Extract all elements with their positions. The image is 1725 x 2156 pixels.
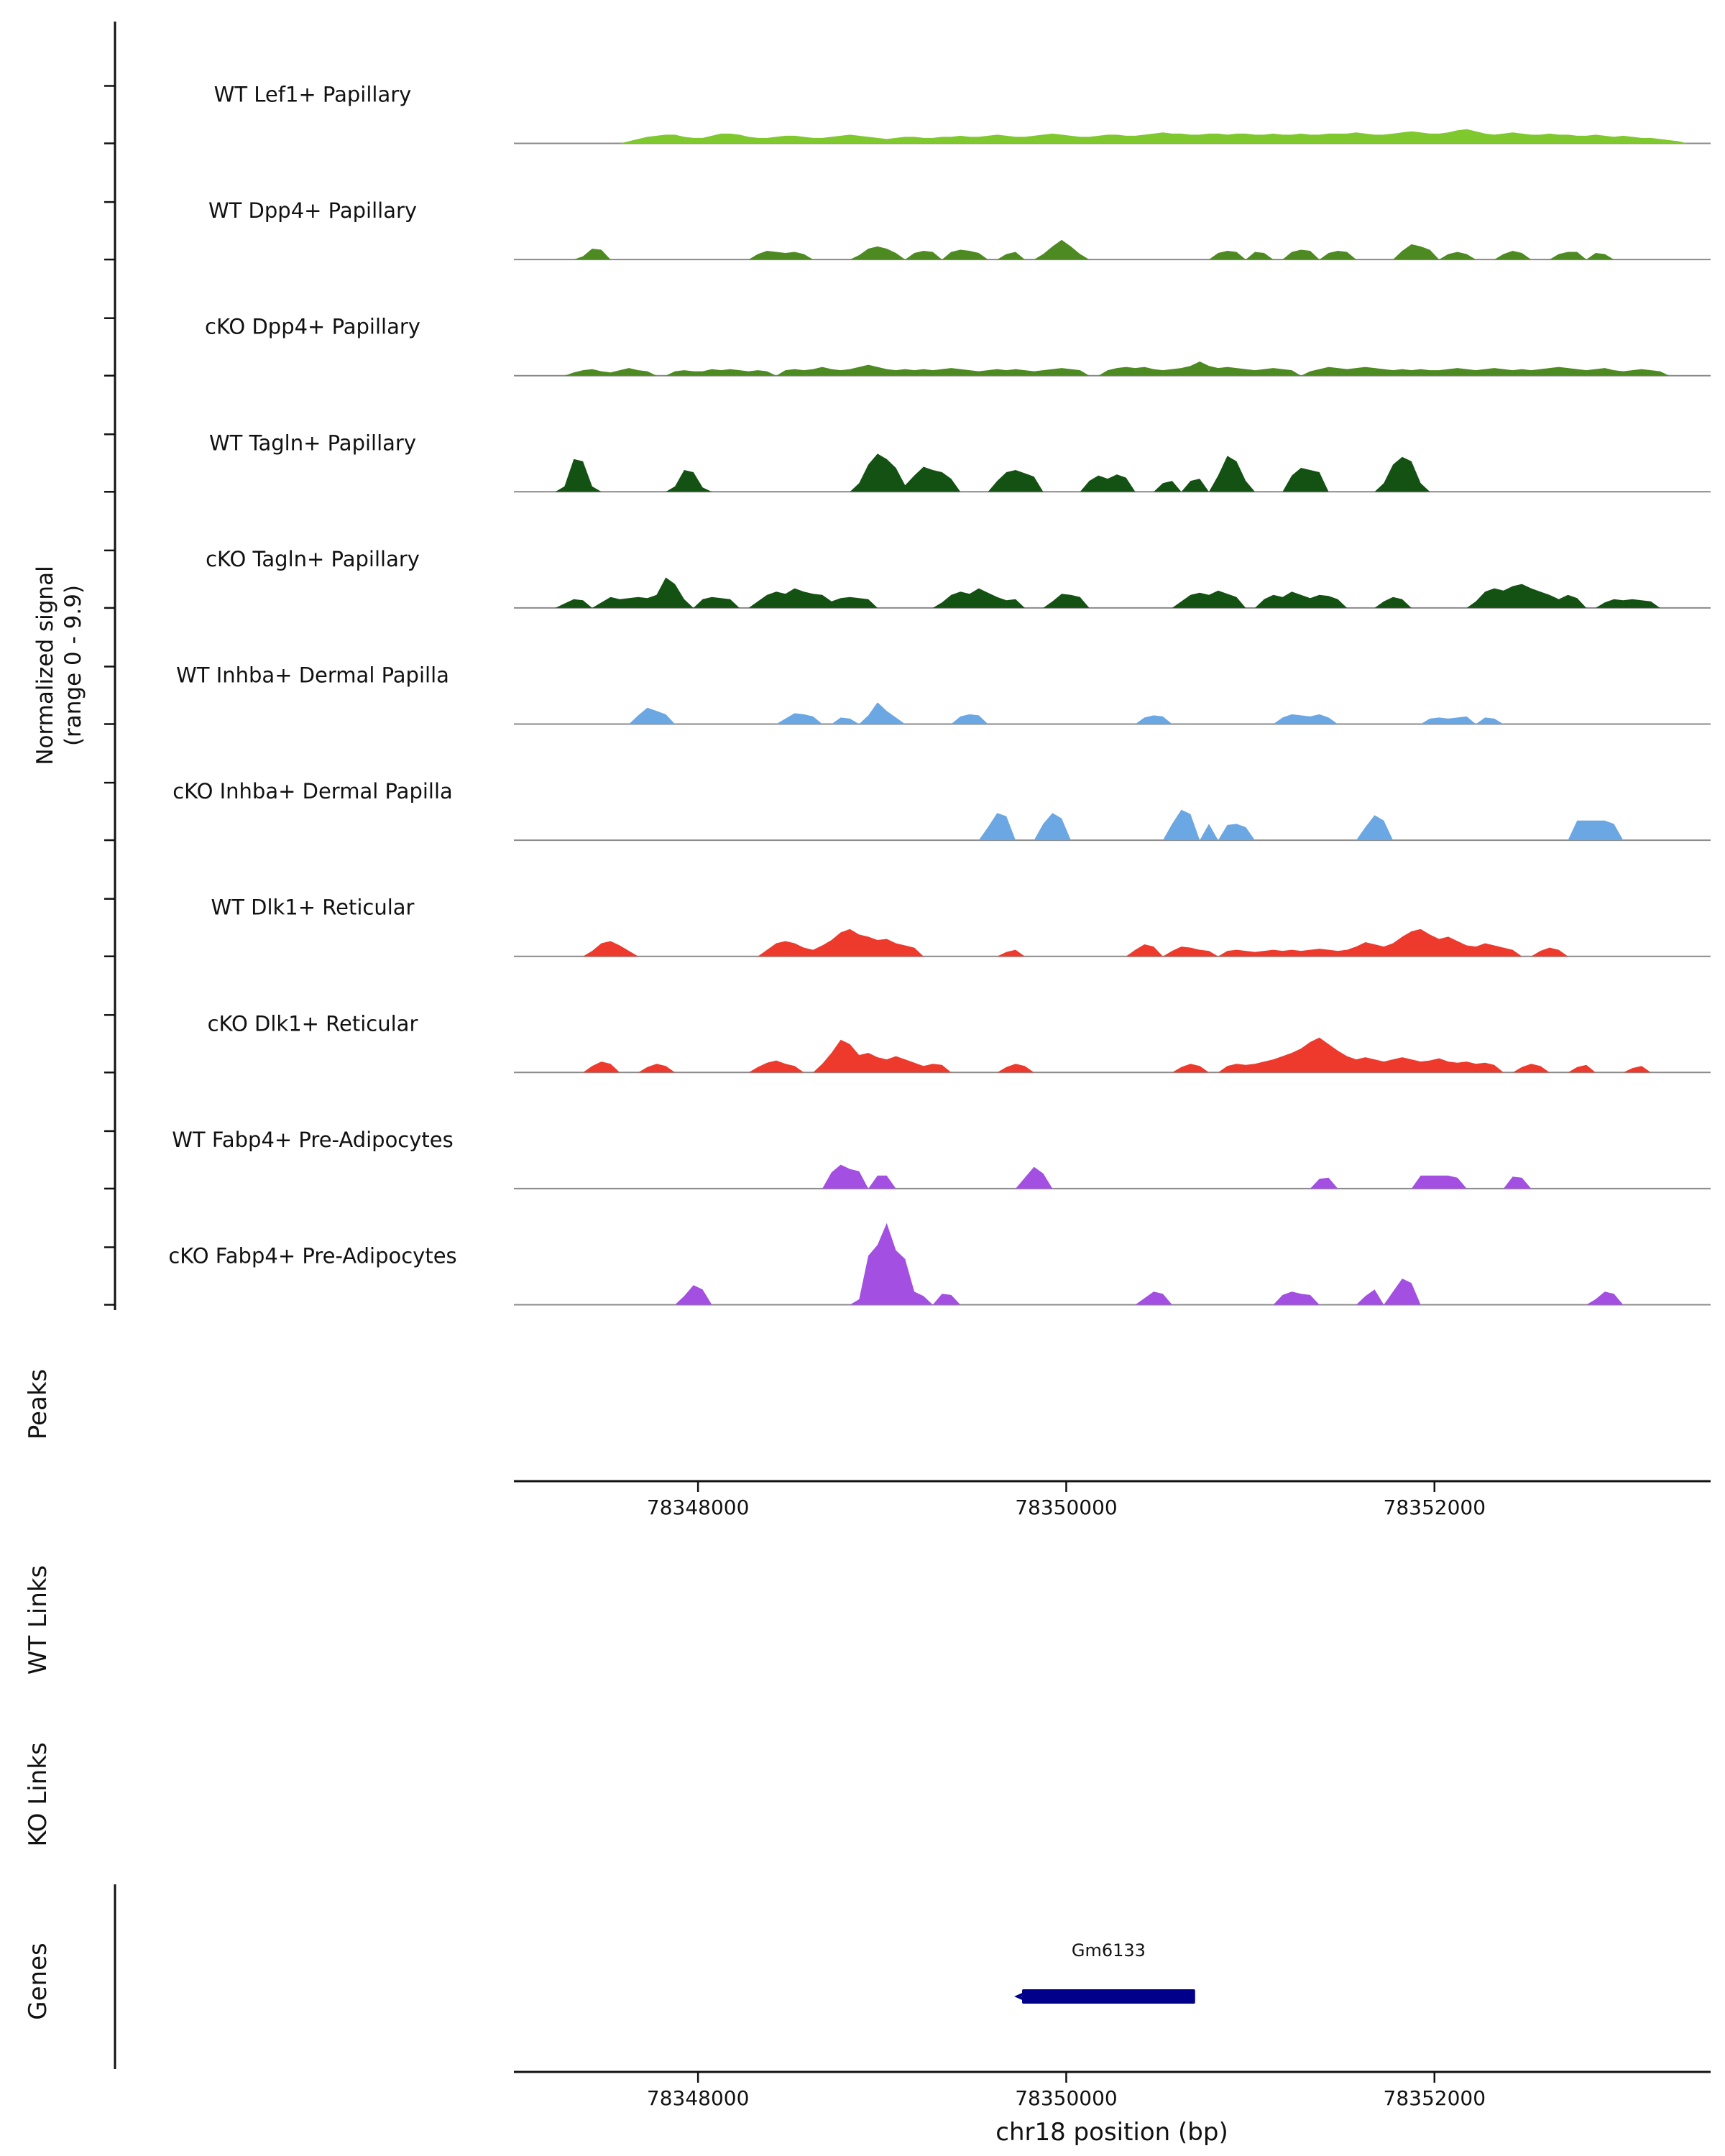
track-label-1: WT Dpp4+ Papillary	[208, 198, 417, 223]
track-label-0: WT Lef1+ Papillary	[214, 83, 412, 107]
signal-area-track-9	[518, 1164, 1706, 1189]
signal-area-track-6	[518, 809, 1706, 841]
position-tick-label: 78348000	[647, 1496, 750, 1519]
section-label-genes: Genes	[24, 1943, 52, 2019]
position-axes-group: 78348000 78350000 78352000 78348000 78350000…	[514, 1480, 1711, 2110]
y-axis-label-line2: (range 0 - 9.9)	[60, 585, 86, 746]
signal-axis-bracket	[104, 22, 116, 1310]
position-tick-label: 78352000	[1384, 1496, 1486, 1519]
gene-track-group: Gm6133	[114, 1884, 1195, 2069]
track-label-8: cKO Dlk1+ Reticular	[208, 1011, 418, 1036]
section-label-peaks: Peaks	[24, 1369, 52, 1439]
gene-body	[1021, 1989, 1195, 2004]
track-label-4: cKO Tagln+ Papillary	[206, 547, 420, 571]
track-label-9: WT Fabp4+ Pre-Adipocytes	[172, 1128, 454, 1152]
track-label-3: WT Tagln+ Papillary	[209, 430, 416, 455]
signal-area-track-10	[518, 1222, 1706, 1305]
position-tick-label: 78350000	[1015, 2086, 1118, 2110]
signal-area-track-0	[518, 129, 1706, 144]
section-label-ko-links: KO Links	[24, 1742, 52, 1846]
position-tick-label: 78348000	[647, 2086, 750, 2110]
track-label-10: cKO Fabp4+ Pre-Adipocytes	[168, 1244, 456, 1268]
signal-tracks-group: WT Lef1+ Papillary WT Dpp4+ Papillary cKO …	[168, 83, 1711, 1306]
track-label-2: cKO Dpp4+ Papillary	[205, 315, 420, 339]
signal-area-track-5	[518, 702, 1706, 724]
track-label-5: WT Inhba+ Dermal Papilla	[176, 663, 449, 688]
position-tick-label: 78350000	[1015, 1496, 1118, 1519]
gene-name-label: Gm6133	[1072, 1940, 1146, 1961]
signal-area-track-1	[518, 239, 1706, 260]
signal-area-track-4	[518, 577, 1706, 608]
track-label-6: cKO Inhba+ Dermal Papilla	[172, 779, 453, 803]
signal-area-track-7	[518, 929, 1706, 957]
signal-area-track-2	[518, 361, 1706, 376]
position-tick-label: 78352000	[1384, 2086, 1486, 2110]
y-axis-label-line1: Normalized signal	[32, 566, 58, 765]
track-label-7: WT Dlk1+ Reticular	[211, 895, 415, 920]
signal-area-track-8	[518, 1037, 1706, 1073]
gene-strand-arrow-icon	[1014, 1989, 1031, 2004]
x-axis-title: chr18 position (bp)	[995, 2118, 1228, 2147]
section-label-wt-links: WT Links	[24, 1565, 52, 1675]
signal-area-track-3	[518, 453, 1706, 492]
